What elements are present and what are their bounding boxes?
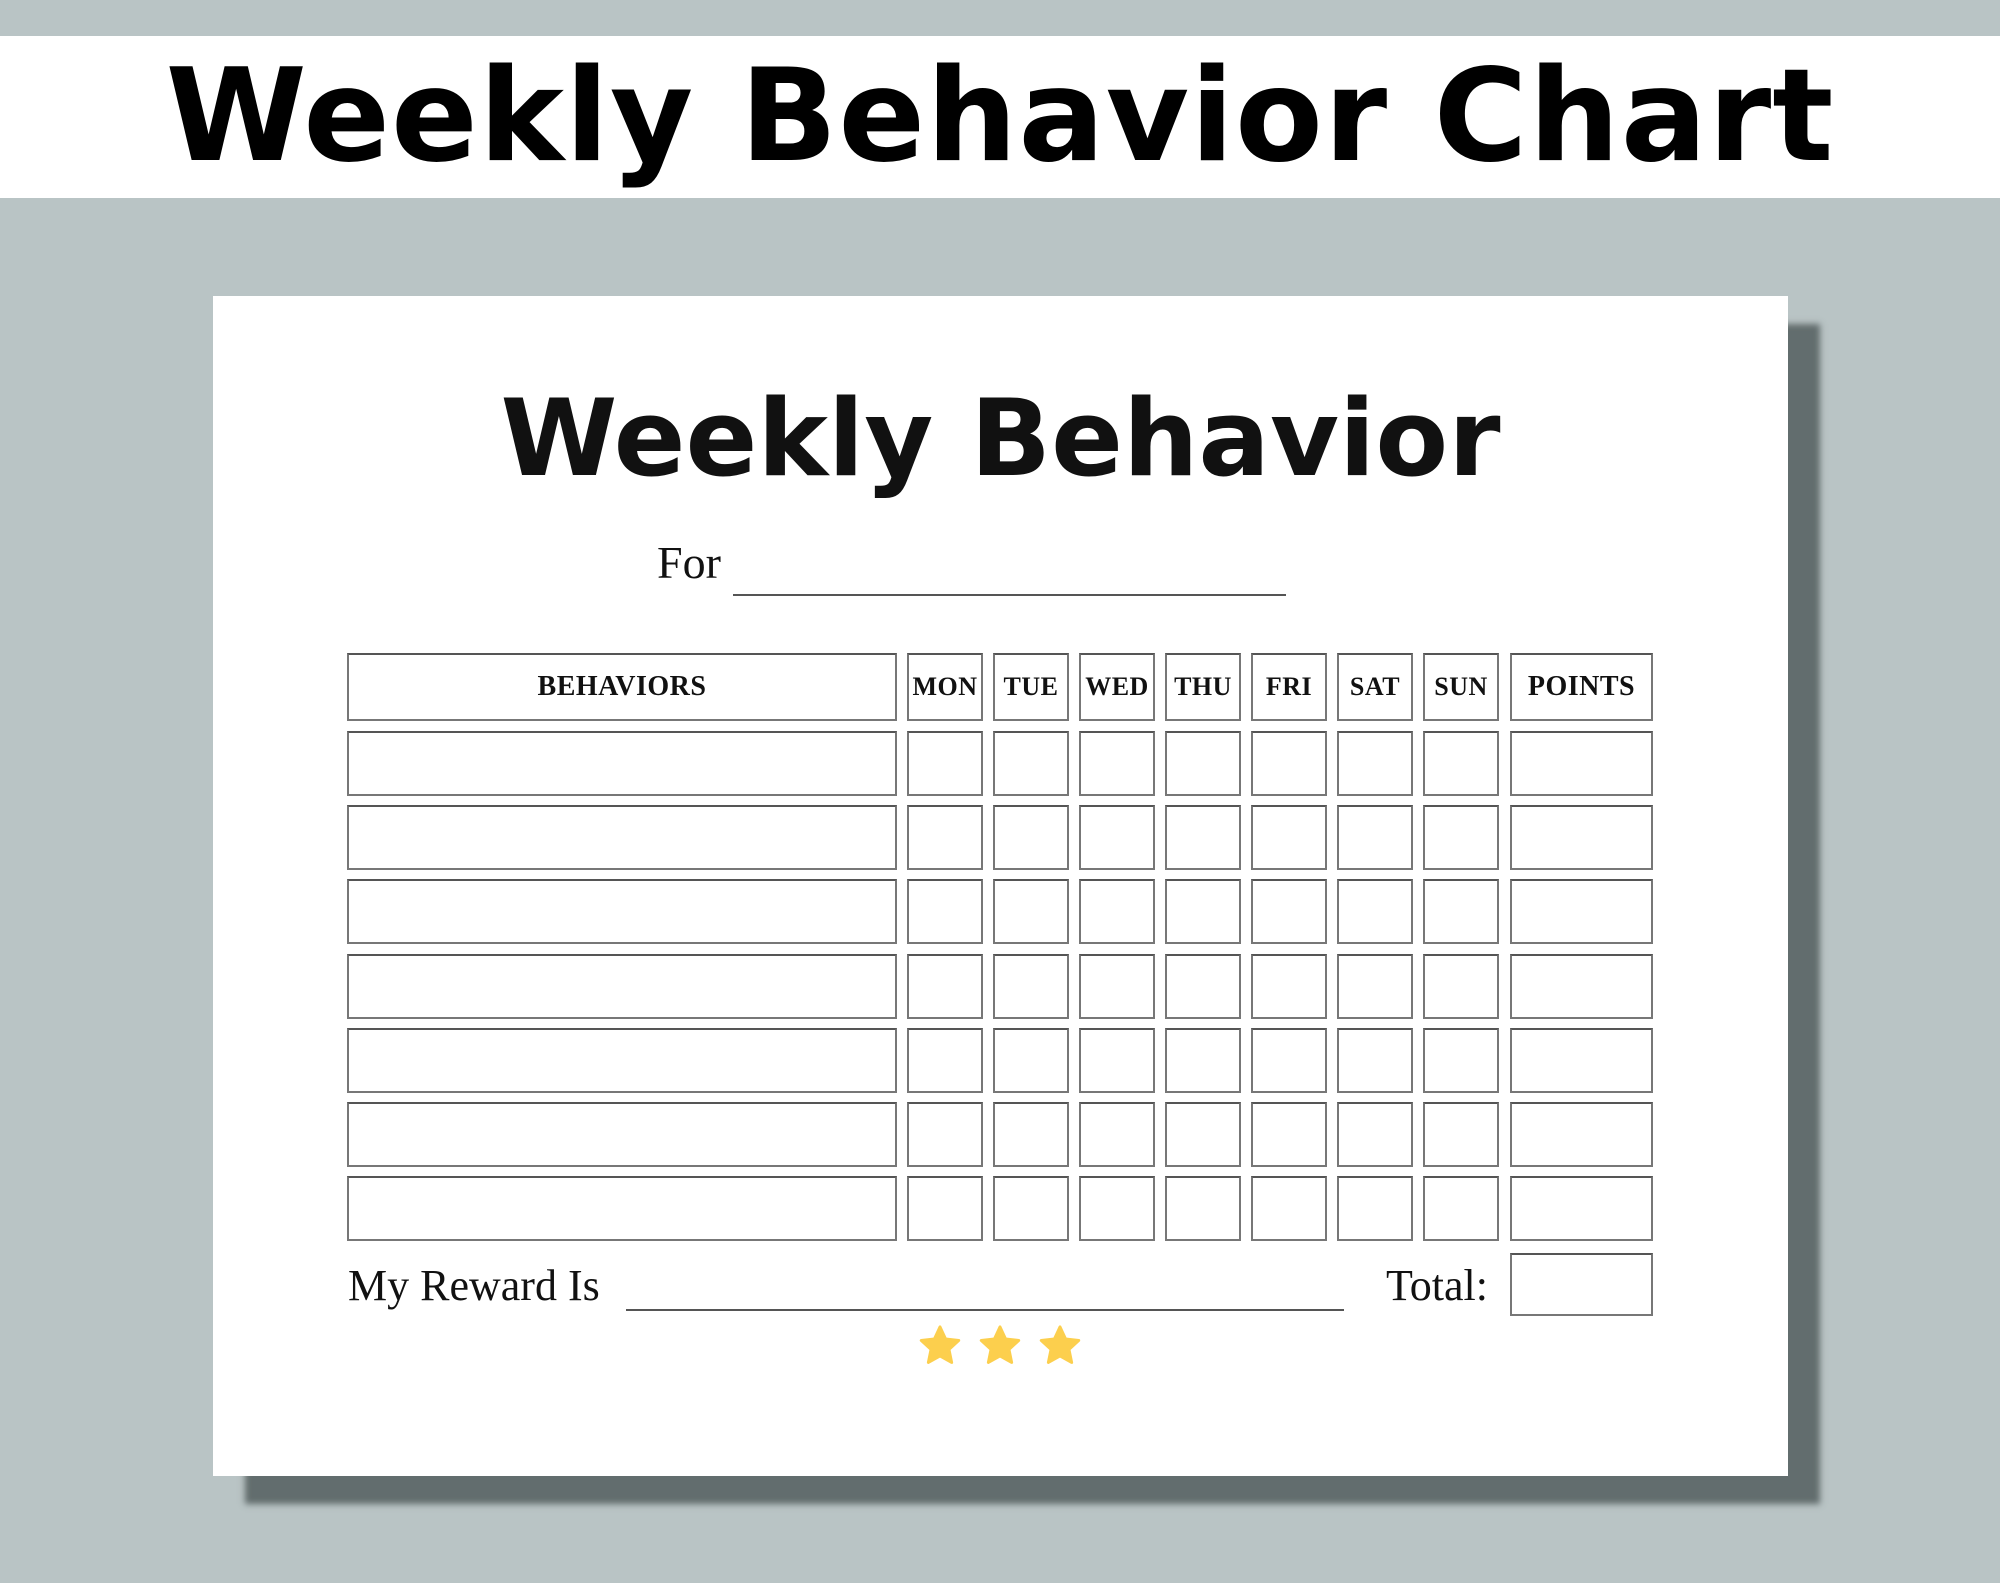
total-label: Total: <box>1386 1261 1489 1310</box>
day-cell-tue[interactable] <box>993 731 1069 796</box>
day-cell-wed[interactable] <box>1079 953 1155 1019</box>
day-cell-fri[interactable] <box>1251 1027 1327 1093</box>
day-cell-sun[interactable] <box>1423 731 1499 796</box>
day-cell-thu[interactable] <box>1165 953 1241 1019</box>
day-cell-fri[interactable] <box>1251 1176 1327 1242</box>
day-cell-thu[interactable] <box>1165 879 1241 945</box>
behavior-cell[interactable] <box>347 879 897 945</box>
day-cell-tue[interactable] <box>993 953 1069 1019</box>
day-cell-mon[interactable] <box>907 731 983 796</box>
day-cell-mon[interactable] <box>907 879 983 945</box>
day-cell-thu[interactable] <box>1165 1102 1241 1167</box>
day-header-tue: TUE <box>993 653 1069 721</box>
banner-title: Weekly Behavior Chart <box>165 42 1835 191</box>
day-cell-wed[interactable] <box>1079 805 1155 871</box>
day-header-wed: WED <box>1079 653 1155 721</box>
name-line[interactable] <box>733 594 1286 596</box>
day-cell-tue[interactable] <box>993 1027 1069 1093</box>
behavior-cell[interactable] <box>347 953 897 1019</box>
day-header-sat: SAT <box>1337 653 1413 721</box>
day-cell-sun[interactable] <box>1423 953 1499 1019</box>
day-cell-wed[interactable] <box>1079 731 1155 796</box>
behavior-cell[interactable] <box>347 1027 897 1093</box>
day-cell-tue[interactable] <box>993 879 1069 945</box>
day-cell-sun[interactable] <box>1423 1102 1499 1167</box>
day-header-mon: MON <box>907 653 983 721</box>
star-icon <box>917 1323 963 1369</box>
points-cell[interactable] <box>1510 805 1653 871</box>
points-cell[interactable] <box>1510 1176 1653 1242</box>
points-cell[interactable] <box>1510 1027 1653 1093</box>
day-cell-fri[interactable] <box>1251 1102 1327 1167</box>
star-icon <box>1037 1323 1083 1369</box>
for-label: For <box>657 537 721 588</box>
day-cell-fri[interactable] <box>1251 805 1327 871</box>
day-cell-mon[interactable] <box>907 1027 983 1093</box>
day-cell-tue[interactable] <box>993 1102 1069 1167</box>
behavior-chart-sheet: Weekly Behavior For BEHAVIORS MON TUE WED T… <box>213 296 1788 1476</box>
day-cell-thu[interactable] <box>1165 731 1241 796</box>
day-header-fri: FRI <box>1251 653 1327 721</box>
day-cell-sat[interactable] <box>1337 953 1413 1019</box>
day-cell-wed[interactable] <box>1079 1176 1155 1242</box>
day-cell-wed[interactable] <box>1079 1102 1155 1167</box>
day-cell-thu[interactable] <box>1165 1176 1241 1242</box>
day-cell-mon[interactable] <box>907 1102 983 1167</box>
reward-line[interactable] <box>626 1309 1344 1311</box>
day-cell-tue[interactable] <box>993 805 1069 871</box>
star-icon <box>977 1323 1023 1369</box>
points-cell[interactable] <box>1510 953 1653 1019</box>
day-cell-sun[interactable] <box>1423 1176 1499 1242</box>
points-header: POINTS <box>1510 653 1653 721</box>
day-cell-fri[interactable] <box>1251 879 1327 945</box>
day-cell-sat[interactable] <box>1337 879 1413 945</box>
behavior-cell[interactable] <box>347 1176 897 1242</box>
day-cell-wed[interactable] <box>1079 1027 1155 1093</box>
day-header-thu: THU <box>1165 653 1241 721</box>
day-cell-thu[interactable] <box>1165 805 1241 871</box>
sheet-title: Weekly Behavior <box>500 377 1501 500</box>
behavior-cell[interactable] <box>347 731 897 796</box>
total-box[interactable] <box>1510 1253 1653 1316</box>
day-cell-mon[interactable] <box>907 953 983 1019</box>
day-cell-sat[interactable] <box>1337 805 1413 871</box>
banner: Weekly Behavior Chart <box>0 36 2000 198</box>
points-cell[interactable] <box>1510 879 1653 945</box>
day-cell-sat[interactable] <box>1337 731 1413 796</box>
day-cell-sun[interactable] <box>1423 879 1499 945</box>
points-cell[interactable] <box>1510 731 1653 796</box>
behavior-cell[interactable] <box>347 805 897 871</box>
day-cell-sat[interactable] <box>1337 1176 1413 1242</box>
day-cell-mon[interactable] <box>907 1176 983 1242</box>
day-cell-mon[interactable] <box>907 805 983 871</box>
day-cell-sat[interactable] <box>1337 1102 1413 1167</box>
day-cell-sat[interactable] <box>1337 1027 1413 1093</box>
day-cell-thu[interactable] <box>1165 1027 1241 1093</box>
behavior-cell[interactable] <box>347 1102 897 1167</box>
behaviors-header: BEHAVIORS <box>347 653 897 721</box>
reward-label: My Reward Is <box>348 1261 600 1310</box>
day-cell-fri[interactable] <box>1251 953 1327 1019</box>
day-header-sun: SUN <box>1423 653 1499 721</box>
day-cell-wed[interactable] <box>1079 879 1155 945</box>
day-cell-tue[interactable] <box>993 1176 1069 1242</box>
day-cell-fri[interactable] <box>1251 731 1327 796</box>
day-cell-sun[interactable] <box>1423 805 1499 871</box>
day-cell-sun[interactable] <box>1423 1027 1499 1093</box>
points-cell[interactable] <box>1510 1102 1653 1167</box>
